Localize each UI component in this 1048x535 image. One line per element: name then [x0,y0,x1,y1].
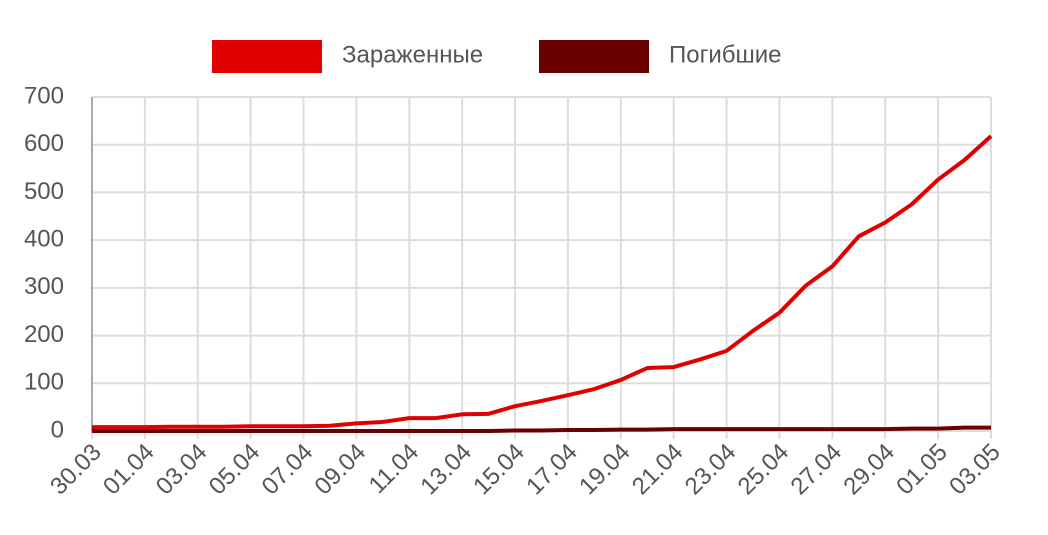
x-tick-label: 13.04 [415,439,477,501]
legend-label: Зараженные [342,41,483,68]
x-tick-label: 27.04 [786,439,848,501]
x-tick-label: 19.04 [574,439,636,501]
x-tick-label: 15.04 [468,439,530,501]
y-tick-label: 300 [24,273,64,300]
x-tick-label: 03.05 [944,439,1006,501]
x-tick-label: 07.04 [257,439,319,501]
y-tick-label: 100 [24,369,64,396]
x-tick-label: 01.05 [891,439,953,501]
x-tick-label: 21.04 [627,439,689,501]
line [92,134,993,430]
x-tick-label: 03.04 [151,439,213,501]
y-tick-label: 700 [24,82,64,109]
y-tick-label: 200 [24,321,64,348]
legend-swatch [539,40,649,73]
y-tick-label: 500 [24,178,64,205]
y-tick-label: 600 [24,130,64,157]
x-tick-label: 11.04 [364,439,424,499]
x-tick-label: 29.04 [838,439,900,501]
y-tick-label: 400 [24,225,64,252]
x-tick-label: 09.04 [310,439,372,501]
y-tick-label: 0 [51,416,64,443]
x-tick-label: 17.04 [521,439,583,501]
x-tick-label: 25.04 [733,439,795,501]
legend-label: Погибшие [669,41,782,68]
line [92,425,991,433]
x-tick-label: 30.03 [45,439,107,501]
x-tick-label: 01.04 [98,439,160,501]
x-tick-label: 23.04 [680,439,742,501]
x-tick-label: 05.04 [204,439,266,501]
legend-swatch [212,40,322,73]
